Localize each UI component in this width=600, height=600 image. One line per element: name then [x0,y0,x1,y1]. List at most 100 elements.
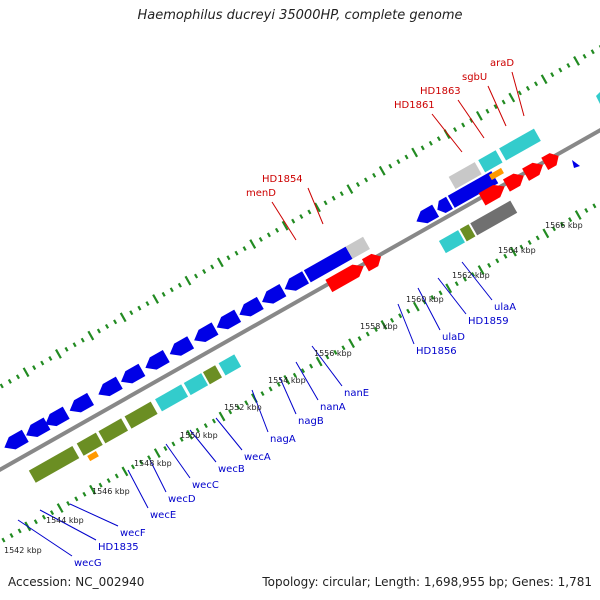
tick-mark [7,378,12,384]
tick-mark [41,514,46,520]
tick-label: 1552 kbp [224,403,262,412]
tick-mark [346,184,354,194]
tick-mark [89,484,96,495]
gene-forward [447,171,499,208]
gene-forward [345,236,370,259]
tick-mark [404,154,409,160]
tick-mark [389,317,395,323]
leader-line [149,459,167,493]
tick-mark [281,220,289,231]
leader-line [437,277,467,315]
tick-mark [119,312,127,323]
gene-label: HD1861 [394,100,435,111]
tick-mark [17,528,22,534]
tick-mark [574,210,582,220]
tick-mark [508,92,516,103]
tick-mark [558,67,563,73]
tick-mark [152,294,159,304]
tick-mark [137,305,142,311]
gene-reverse [470,200,518,236]
tick-mark [82,491,87,497]
tick-mark [517,90,522,96]
leader-line [307,187,324,225]
tick-mark [487,262,492,268]
tick-mark [202,269,207,274]
tick-mark [80,337,85,343]
tick-mark [535,235,540,241]
tick-mark [98,482,103,488]
tick-mark [333,349,338,355]
gene-reverse [202,365,223,385]
tick-mark [177,282,182,288]
tick-mark [242,246,247,252]
tick-mark [436,136,441,142]
gene-reverse [438,230,465,254]
gene-reverse [218,354,242,376]
tick-mark [584,207,589,213]
gene-forward [437,196,453,214]
gene-label: HD1856 [416,346,457,357]
gene-reverse [502,173,524,192]
gene-label: wecB [218,464,245,475]
tick-mark [493,104,498,110]
gene-reverse [459,224,476,242]
gene-label: nagA [270,434,296,445]
tick-mark [430,294,435,300]
tick-mark [299,214,304,220]
tick-mark [72,342,77,348]
leader-line [279,377,297,415]
gene-forward [239,296,264,317]
tick-label: 1562 kbp [452,271,490,280]
tick-mark [9,533,14,538]
tick-mark [378,165,386,176]
tick-mark [559,221,565,227]
tick-label: 1544 kbp [46,516,84,525]
origin-marker [572,160,580,168]
tick-label: 1546 kbp [92,487,130,496]
tick-mark [525,85,530,91]
tick-mark [412,301,420,312]
tick-mark [364,177,369,183]
tick-mark [453,127,458,133]
tick-label: 1556 kbp [314,349,352,358]
tick-mark [74,496,79,502]
tick-mark [169,287,174,293]
leader-line [311,345,343,387]
tick-mark [276,381,281,387]
tick-label: 1564 kbp [498,246,536,255]
tick-mark [145,301,150,306]
gene-label: wecD [168,494,196,505]
tick-mark [396,159,401,165]
tick-mark [428,140,433,146]
tick-mark [184,275,192,286]
gene-label: nanA [320,402,346,413]
gene-forward [416,204,440,224]
tick-mark [590,49,595,55]
tick-mark [307,209,312,215]
tick-mark [234,250,239,256]
tick-mark [96,328,101,334]
tick-mark [56,503,64,513]
tick-mark [55,349,62,359]
tick-mark [179,436,184,442]
gene-label: wecE [150,510,176,521]
tick-mark [268,386,273,392]
tick-mark [153,448,161,458]
gene-reverse [325,264,364,293]
gene-label: wecG [74,558,102,569]
tick-mark [1,537,6,543]
gene-label: wecA [244,452,271,463]
tick-mark [203,423,208,429]
leader-line [189,429,217,463]
tick-mark [357,336,362,342]
tick-label: 1554 kbp [268,376,306,385]
leader-line [457,99,485,139]
gene-label: wecC [192,480,219,491]
tick-mark [475,110,483,121]
tick-mark [22,367,30,378]
tick-mark [540,74,548,85]
tick-label: 1558 kbp [360,322,398,331]
leader-line [461,261,493,301]
tick-mark [291,218,296,224]
